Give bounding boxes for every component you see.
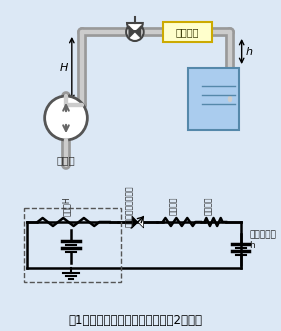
Polygon shape (129, 26, 135, 38)
Polygon shape (132, 216, 138, 228)
Text: 配管抵抗: 配管抵抗 (169, 197, 178, 215)
Polygon shape (135, 26, 141, 38)
Text: ポンプ: ポンプ (57, 155, 75, 165)
Bar (24, 208, 121, 282)
Text: h: h (246, 47, 253, 57)
Text: 図1　配管系のキルヒホッフ（第2法則）: 図1 配管系のキルヒホッフ（第2法則） (69, 314, 203, 327)
Circle shape (45, 96, 87, 140)
Text: 高低差H: 高低差H (62, 196, 71, 216)
Text: タンク水位
h: タンク水位 h (250, 230, 276, 250)
Text: コントロールバルブ: コントロールバルブ (125, 185, 134, 227)
Circle shape (126, 23, 144, 41)
Bar (188, 68, 239, 130)
Wedge shape (127, 23, 143, 31)
Text: 熱交換器: 熱交換器 (176, 27, 199, 37)
Text: H: H (60, 63, 68, 73)
Bar (163, 22, 212, 42)
Polygon shape (138, 216, 144, 228)
Text: 熱交換器: 熱交換器 (203, 197, 212, 215)
